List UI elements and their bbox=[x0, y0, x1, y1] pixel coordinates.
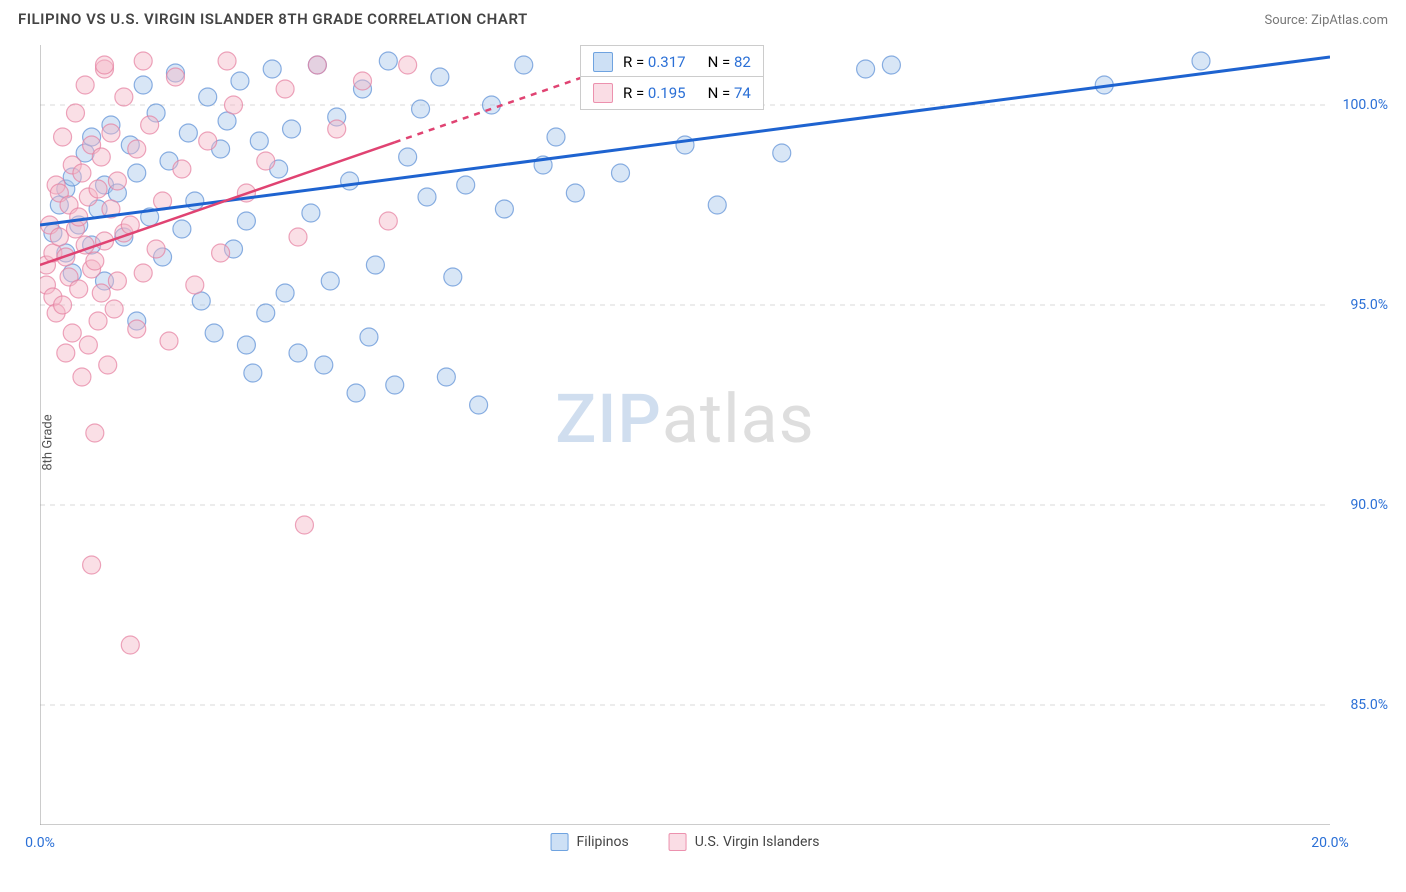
legend-label: U.S. Virgin Islanders bbox=[695, 834, 820, 850]
y-tick-label: 85.0% bbox=[1350, 697, 1388, 713]
scatter-svg bbox=[40, 45, 1330, 825]
series-swatch bbox=[593, 83, 613, 103]
legend-label: Filipinos bbox=[577, 834, 629, 850]
x-tick-label: 20.0% bbox=[1311, 835, 1349, 851]
chart-header: FILIPINO VS U.S. VIRGIN ISLANDER 8TH GRA… bbox=[18, 10, 1388, 28]
y-tick-label: 100.0% bbox=[1343, 97, 1388, 113]
legend-swatch bbox=[551, 833, 569, 851]
legend-item: U.S. Virgin Islanders bbox=[669, 833, 820, 851]
legend-swatch bbox=[669, 833, 687, 851]
stat-box: R = 0.195 N = 74 bbox=[580, 76, 764, 110]
series-swatch bbox=[593, 52, 613, 72]
stat-n-label: N = 82 bbox=[708, 53, 751, 71]
stat-box: R = 0.317 N = 82 bbox=[580, 45, 764, 79]
x-tick-label: 0.0% bbox=[25, 835, 55, 851]
y-tick-label: 95.0% bbox=[1350, 297, 1388, 313]
y-axis-label: 8th Grade bbox=[41, 414, 56, 470]
chart-title: FILIPINO VS U.S. VIRGIN ISLANDER 8TH GRA… bbox=[18, 10, 528, 28]
chart-source: Source: ZipAtlas.com bbox=[1264, 13, 1388, 28]
plot-area: 8th Grade ZIPatlas 85.0%90.0%95.0%100.0%… bbox=[40, 45, 1330, 825]
legend-item: Filipinos bbox=[551, 833, 629, 851]
legend: Filipinos U.S. Virgin Islanders bbox=[551, 833, 820, 851]
y-tick-label: 90.0% bbox=[1350, 497, 1388, 513]
stat-n-label: N = 74 bbox=[708, 84, 751, 102]
stat-r-label: R = 0.195 bbox=[623, 84, 686, 102]
stat-r-label: R = 0.317 bbox=[623, 53, 686, 71]
